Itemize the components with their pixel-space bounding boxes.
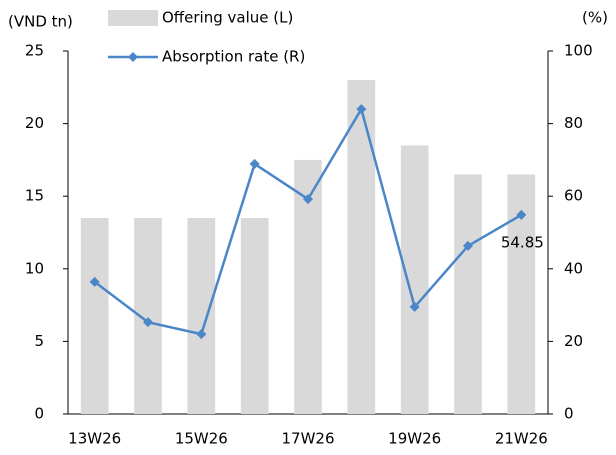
point xyxy=(249,158,260,169)
y-tick-label: 5 xyxy=(34,332,44,350)
legend-label: Offering value (L) xyxy=(162,9,293,27)
bar xyxy=(240,217,269,414)
y-tick-label: 25 xyxy=(25,42,44,60)
legend-label: Absorption rate (R) xyxy=(162,48,305,66)
point xyxy=(196,329,207,340)
point xyxy=(356,104,367,115)
y2-tick-label: 0 xyxy=(564,405,574,423)
legend-swatch xyxy=(108,10,158,26)
point xyxy=(463,240,473,251)
point xyxy=(516,209,527,220)
legend-marker xyxy=(128,52,138,62)
y2-tick-label: 100 xyxy=(564,42,593,60)
y-axis-title: (VND tn) xyxy=(8,13,73,31)
x-tick-label: 21W26 xyxy=(495,430,548,448)
bar xyxy=(400,145,429,414)
bar xyxy=(347,80,376,414)
y2-tick-label: 60 xyxy=(564,187,583,205)
x-tick-label: 17W26 xyxy=(281,430,334,448)
point xyxy=(409,301,420,312)
y-tick-label: 15 xyxy=(25,187,44,205)
y-tick-label: 0 xyxy=(34,405,44,423)
y2-axis-title: (%) xyxy=(582,9,608,27)
y-tick-label: 10 xyxy=(25,259,44,277)
x-tick-label: 15W26 xyxy=(175,430,228,448)
point xyxy=(143,317,153,328)
bar xyxy=(80,217,109,414)
bar xyxy=(187,217,216,414)
y2-tick-label: 40 xyxy=(564,259,583,277)
x-tick-label: 13W26 xyxy=(68,430,121,448)
point xyxy=(303,194,313,205)
point xyxy=(89,276,100,287)
x-tick-label: 19W26 xyxy=(388,430,441,448)
y-tick-label: 20 xyxy=(25,114,44,132)
y2-tick-label: 80 xyxy=(564,114,583,132)
y2-tick-label: 20 xyxy=(564,332,583,350)
data-label: 54.85 xyxy=(501,233,544,251)
bar xyxy=(454,174,482,414)
